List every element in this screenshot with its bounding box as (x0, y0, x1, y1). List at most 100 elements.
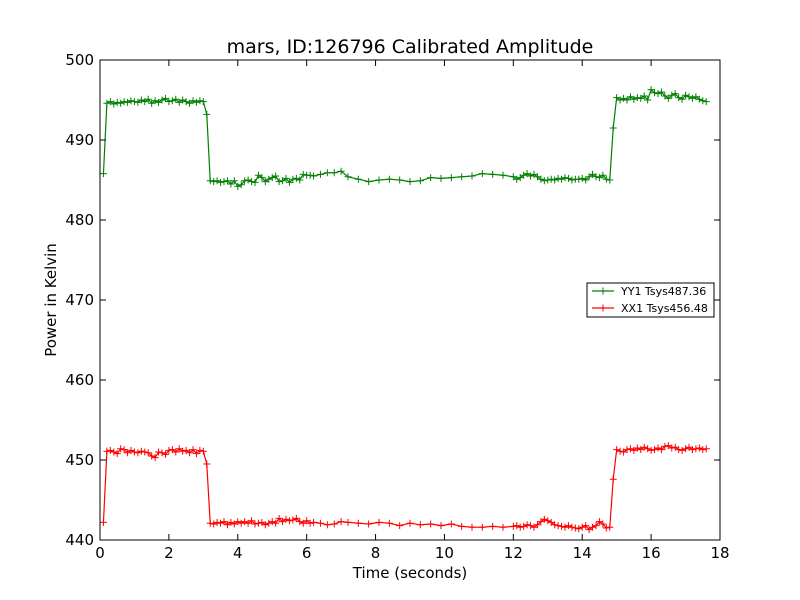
data-point (385, 175, 393, 183)
data-point (554, 174, 562, 182)
data-point (606, 176, 614, 184)
data-point (306, 519, 314, 527)
data-point (647, 86, 655, 94)
data-point (113, 98, 121, 106)
data-point (527, 172, 535, 180)
data-point (189, 97, 197, 105)
data-point (244, 176, 252, 184)
data-point (575, 525, 583, 533)
data-point (251, 520, 259, 528)
data-point (523, 521, 531, 529)
data-point (688, 446, 696, 454)
data-point (520, 171, 528, 179)
data-point (537, 175, 545, 183)
data-point (234, 518, 242, 526)
data-point (609, 124, 617, 132)
x-tick-label: 10 (435, 544, 454, 562)
data-point (651, 89, 659, 97)
y-tick-label: 490 (65, 131, 94, 149)
data-point (406, 519, 414, 527)
y-tick-label: 470 (65, 291, 94, 309)
data-point (206, 177, 214, 185)
data-point (554, 522, 562, 530)
data-point (533, 521, 541, 529)
data-point (120, 98, 128, 106)
data-point (330, 169, 338, 177)
data-point (127, 446, 135, 454)
data-point (192, 450, 200, 458)
data-point (268, 518, 276, 526)
data-point (275, 178, 283, 186)
data-point (458, 173, 466, 181)
data-point (265, 519, 273, 527)
data-point (103, 447, 111, 455)
x-tick-labels: 0 2 4 6 8 10 12 14 16 18 (95, 544, 729, 562)
data-point (564, 522, 572, 530)
data-point (285, 178, 293, 186)
series-layer (99, 86, 710, 534)
data-point (564, 174, 572, 182)
data-point (551, 521, 559, 529)
data-point (151, 454, 159, 462)
series-2 (99, 442, 710, 534)
data-point (544, 517, 552, 525)
data-point (124, 98, 132, 106)
data-point (251, 178, 259, 186)
data-point (375, 176, 383, 184)
data-point (678, 446, 686, 454)
data-point (678, 95, 686, 103)
data-point (606, 523, 614, 531)
data-point (117, 99, 125, 107)
data-point (254, 519, 262, 527)
data-point (134, 449, 142, 457)
data-point (499, 523, 507, 531)
data-point (354, 519, 362, 527)
data-point (365, 178, 373, 186)
data-point (578, 523, 586, 531)
data-point (151, 97, 159, 105)
data-point (499, 171, 507, 179)
data-point (540, 177, 548, 185)
data-point (268, 174, 276, 182)
data-point (248, 517, 256, 525)
data-point (323, 521, 331, 529)
data-point (575, 175, 583, 183)
data-point (337, 167, 345, 175)
data-point (289, 516, 297, 524)
data-point (558, 175, 566, 183)
data-point (544, 176, 552, 184)
data-point (664, 94, 672, 102)
data-point (695, 444, 703, 452)
data-point (375, 518, 383, 526)
legend: YY1 Tsys487.36 XX1 Tsys456.48 (586, 282, 715, 318)
data-point (310, 518, 318, 526)
data-point (199, 98, 207, 106)
legend-marker-swatch (599, 304, 607, 312)
data-point (616, 447, 624, 455)
data-point (344, 518, 352, 526)
data-point (592, 522, 600, 530)
y-tick-label: 450 (65, 451, 94, 469)
data-point (137, 447, 145, 455)
data-point (633, 94, 641, 102)
data-point (210, 178, 218, 186)
x-tick-label: 6 (302, 544, 312, 562)
data-point (578, 174, 586, 182)
data-point (299, 170, 307, 178)
data-point (210, 520, 218, 528)
data-point (120, 446, 128, 454)
data-point (513, 522, 521, 530)
data-point (289, 175, 297, 183)
data-point (437, 174, 445, 182)
data-point (699, 97, 707, 105)
data-point (640, 443, 648, 451)
legend-label: XX1 Tsys456.48 (621, 302, 708, 315)
data-point (589, 523, 597, 531)
data-point (682, 91, 690, 99)
data-point (592, 173, 600, 181)
data-point (675, 94, 683, 102)
legend-item-1: YY1 Tsys487.36 (592, 285, 706, 298)
data-point (527, 522, 535, 530)
data-point (213, 177, 221, 185)
